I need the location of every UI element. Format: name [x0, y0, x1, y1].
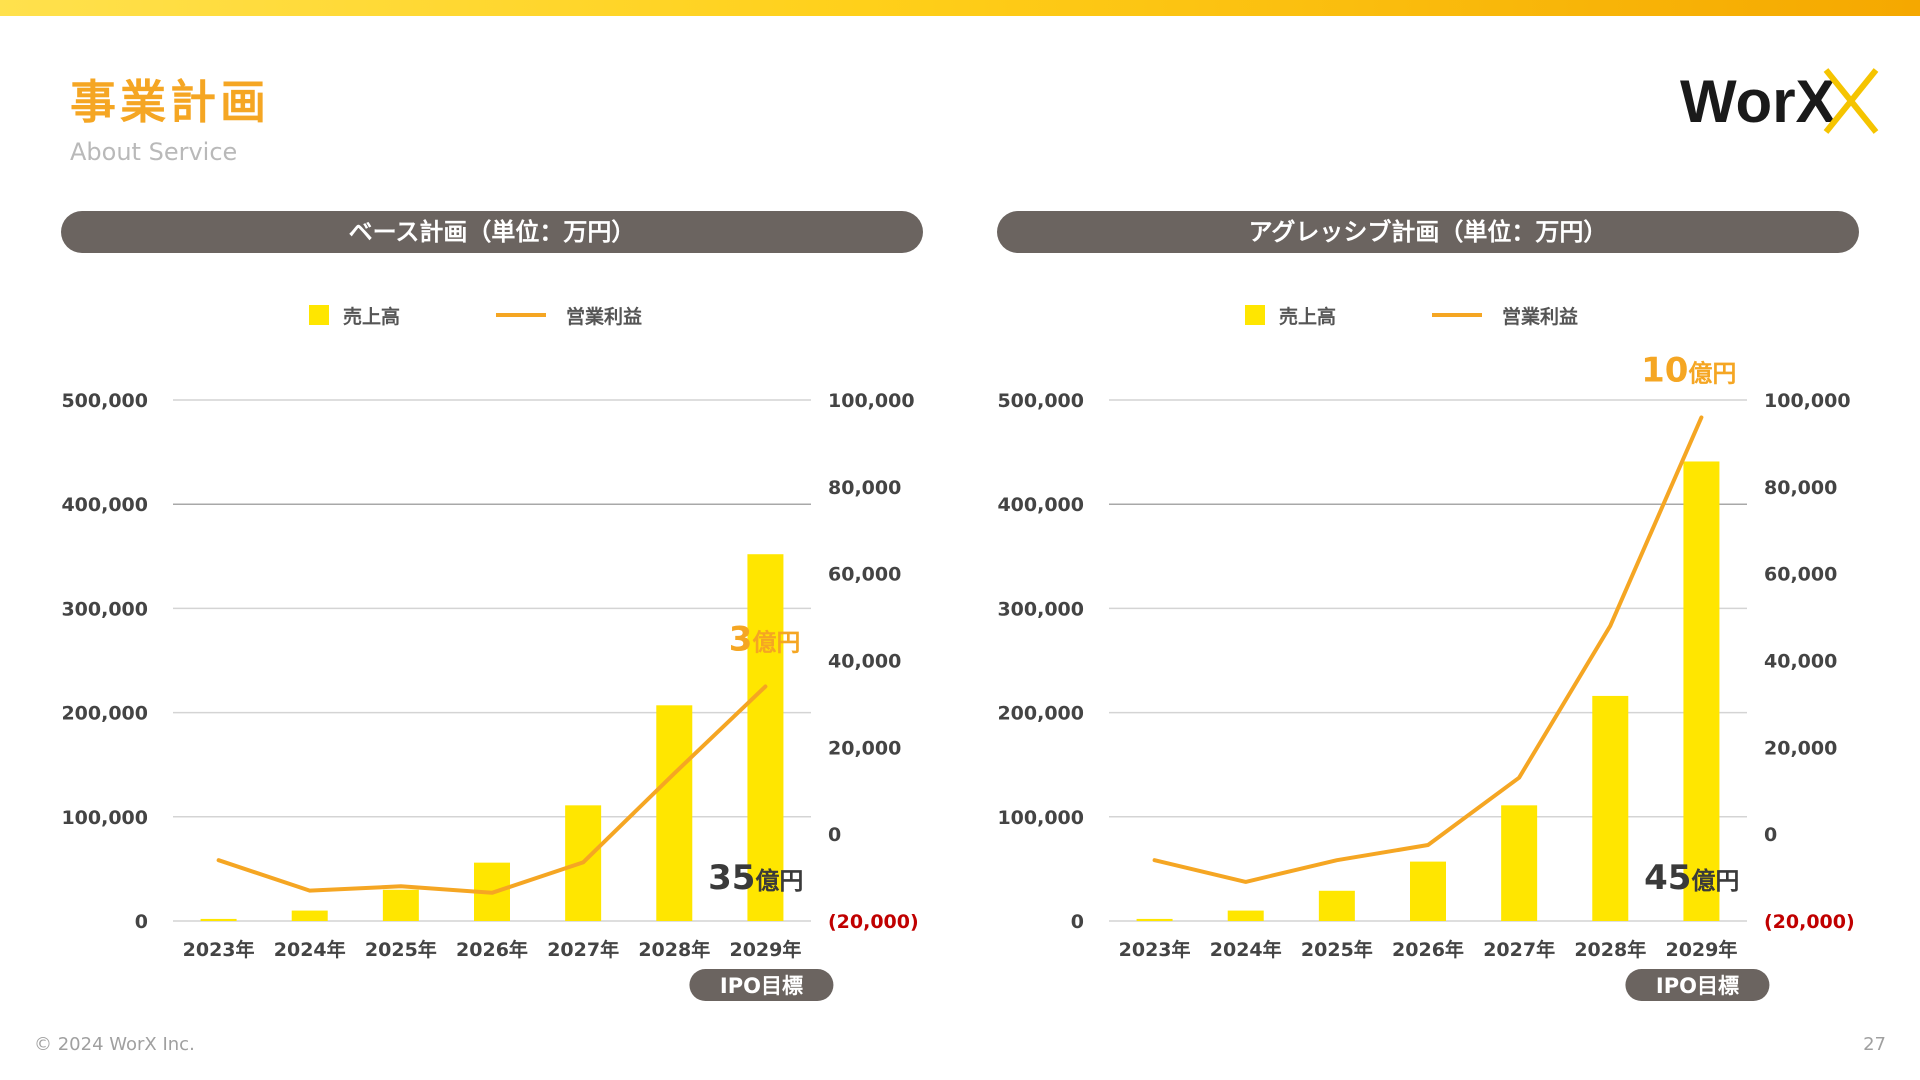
panel-title-aggressive: アグレッシブ計画（単位：万円）	[997, 211, 1859, 253]
ipo-target-pill	[689, 969, 834, 1001]
x-tick-label: 2029年	[1665, 938, 1737, 961]
y-left-tick-label: 200,000	[997, 703, 1084, 725]
bar-sales	[1592, 695, 1629, 921]
y-left-tick-label: 0	[135, 911, 148, 933]
bar-sales	[656, 705, 693, 921]
y-left-tick-label: 100,000	[61, 807, 148, 829]
page-number: 27	[1863, 1034, 1886, 1055]
panel-title-base: ベース計画（単位：万円）	[61, 211, 923, 253]
annotation-sales-number: 35	[708, 858, 755, 898]
x-tick-label: 2026年	[456, 938, 528, 961]
bar-sales	[1410, 861, 1446, 921]
y-right-tick-label: 100,000	[828, 390, 915, 412]
ipo-target-label: IPO目標	[720, 974, 803, 998]
legend-bar-label: 売上高	[1279, 305, 1336, 328]
legend-bar-swatch	[309, 305, 329, 325]
y-right-tick-label: 60,000	[1764, 564, 1837, 586]
line-operating-profit	[1152, 415, 1704, 884]
legend-bar-label: 売上高	[343, 305, 400, 328]
y-left-tick-label: 300,000	[997, 598, 1084, 620]
x-tick-label: 2024年	[1210, 938, 1282, 961]
annotation-profit-number: 10	[1641, 350, 1688, 390]
legend-line-label: 営業利益	[566, 305, 642, 328]
y-left-tick-label: 500,000	[61, 390, 148, 412]
bar-sales	[1136, 918, 1173, 921]
y-right-tick-label: 40,000	[828, 651, 901, 673]
legend-bar-swatch	[1245, 305, 1265, 325]
y-right-tick-label: (20,000)	[828, 911, 919, 933]
x-tick-label: 2023年	[183, 938, 255, 961]
bar-sales	[200, 918, 237, 921]
y-left-tick-label: 500,000	[997, 390, 1084, 412]
legend-line-label: 営業利益	[1502, 305, 1578, 328]
y-right-tick-label: 40,000	[1764, 651, 1837, 673]
y-left-tick-label: 100,000	[997, 807, 1084, 829]
x-tick-label: 2027年	[547, 938, 619, 961]
x-tick-label: 2025年	[1301, 938, 1373, 961]
y-right-tick-label: 20,000	[1764, 737, 1837, 759]
chart-base-plan: 売上高 営業利益 0 100,000 200,000 300,000 400,000 500,…	[61, 305, 919, 1001]
page-subtitle: About Service	[70, 138, 238, 166]
annotation-sales-unit: 億円	[1691, 867, 1739, 895]
y-right-tick-label: 0	[828, 824, 841, 846]
y-right-tick-label: 20,000	[828, 737, 901, 759]
x-tick-label: 2029年	[729, 938, 801, 961]
y-left-tick-label: 400,000	[61, 494, 148, 516]
annotation-profit-number: 3	[729, 620, 753, 660]
logo-text: WorX	[1680, 68, 1836, 135]
chart-aggressive-plan: 売上高 営業利益 0 100,000 200,000 300,000 400,000 500,…	[997, 305, 1855, 1001]
bar-sales	[1318, 890, 1355, 921]
bar-sales	[291, 910, 328, 921]
bar-sales	[1227, 910, 1264, 921]
x-tick-label: 2028年	[1574, 938, 1646, 961]
y-right-tick-label: 60,000	[828, 564, 901, 586]
copyright: © 2024 WorX Inc.	[34, 1034, 195, 1055]
x-tick-label: 2024年	[274, 938, 346, 961]
logo-x-stroke	[1823, 68, 1879, 134]
annotation-sales: 35億円	[708, 858, 803, 898]
y-right-tick-label: 100,000	[1764, 390, 1851, 412]
x-tick-label: 2028年	[638, 938, 710, 961]
annotation-sales-unit: 億円	[755, 867, 803, 895]
annotation-profit-unit: 億円	[1688, 359, 1736, 387]
bar-sales	[747, 554, 784, 921]
annotation-sales: 45億円	[1644, 858, 1739, 898]
x-tick-label: 2025年	[365, 938, 437, 961]
x-tick-label: 2026年	[1392, 938, 1464, 961]
line-operating-profit	[216, 684, 768, 895]
y-right-tick-label: (20,000)	[1764, 911, 1855, 933]
worx-logo: WorX	[1680, 68, 1879, 135]
annotation-profit-unit: 億円	[752, 629, 800, 657]
bar-sales	[1501, 805, 1538, 921]
x-tick-label: 2023年	[1119, 938, 1191, 961]
logo-x-accent	[1823, 68, 1879, 134]
bar-sales	[382, 889, 419, 921]
ipo-target-pill	[1625, 969, 1770, 1001]
y-left-tick-label: 400,000	[997, 494, 1084, 516]
y-right-tick-label: 80,000	[828, 477, 901, 499]
top-accent-bar	[0, 0, 1920, 16]
y-right-tick-label: 0	[1764, 824, 1777, 846]
annotation-profit: 10億円	[1641, 350, 1736, 390]
bar-sales	[1683, 461, 1720, 921]
y-left-tick-label: 200,000	[61, 703, 148, 725]
y-left-tick-label: 0	[1071, 911, 1084, 933]
ipo-target-label: IPO目標	[1656, 974, 1739, 998]
y-right-tick-label: 80,000	[1764, 477, 1837, 499]
x-tick-label: 2027年	[1483, 938, 1555, 961]
page-title: 事業計画	[70, 75, 270, 129]
annotation-profit: 3億円	[729, 620, 801, 660]
y-left-tick-label: 300,000	[61, 598, 148, 620]
annotation-sales-number: 45	[1644, 858, 1691, 898]
